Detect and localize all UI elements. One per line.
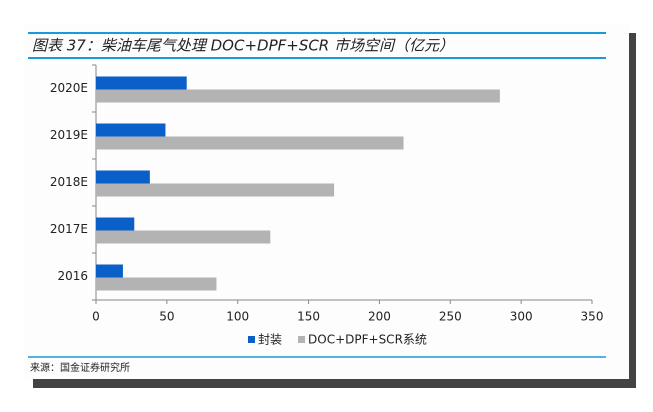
bar	[96, 230, 271, 244]
x-tick-label: 300	[510, 310, 533, 324]
x-tick-label: 350	[581, 310, 604, 324]
x-tick-label: 150	[297, 310, 320, 324]
bar	[96, 76, 187, 90]
bar	[96, 89, 500, 103]
bar	[96, 170, 150, 184]
legend-swatch	[248, 336, 255, 343]
bar	[96, 217, 135, 231]
y-tick-label: 2016	[57, 269, 88, 283]
x-tick-label: 0	[92, 310, 100, 324]
legend-swatch	[298, 336, 306, 343]
x-tick-label: 250	[439, 310, 462, 324]
y-tick-label: 2019E	[50, 128, 88, 142]
y-tick-label: 2017E	[50, 222, 88, 236]
source: 来源：国金证券研究所	[30, 361, 130, 374]
legend-label: DOC+DPF+SCR系统	[308, 333, 427, 347]
bar	[96, 123, 166, 137]
bar	[96, 183, 335, 197]
x-tick-label: 200	[368, 310, 391, 324]
y-tick-label: 2020E	[50, 81, 88, 95]
bar	[96, 277, 217, 291]
y-tick-label: 2018E	[50, 175, 88, 189]
bar	[96, 136, 404, 150]
bar	[96, 264, 123, 278]
chart-title: 图表 37：柴油车尾气处理 DOC+DPF+SCR 市场空间（亿元）	[32, 37, 454, 55]
x-tick-label: 100	[226, 310, 249, 324]
x-tick-label: 50	[159, 310, 174, 324]
legend-label: 封装	[258, 333, 282, 347]
